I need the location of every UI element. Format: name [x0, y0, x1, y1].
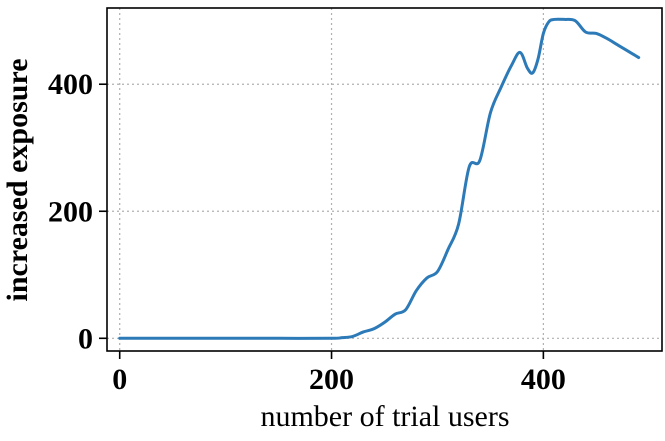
y-tick-label: 200 [48, 195, 93, 228]
x-tick-label: 200 [309, 363, 354, 396]
series-line [118, 17, 641, 340]
y-tick-labels: 0 200 400 [48, 68, 93, 355]
y-axis-label: increased exposure [1, 58, 34, 301]
x-tick-label: 400 [521, 363, 566, 396]
tick-marks [99, 83, 545, 359]
plot-frame [106, 7, 663, 352]
grid [107, 8, 662, 351]
x-axis-label: number of trial users [260, 400, 509, 433]
y-tick-label: 0 [78, 322, 93, 355]
x-tick-label: 0 [112, 363, 127, 396]
y-tick-label: 400 [48, 68, 93, 101]
series-lines [118, 17, 641, 340]
x-tick-labels: 0 200 400 [112, 363, 566, 396]
